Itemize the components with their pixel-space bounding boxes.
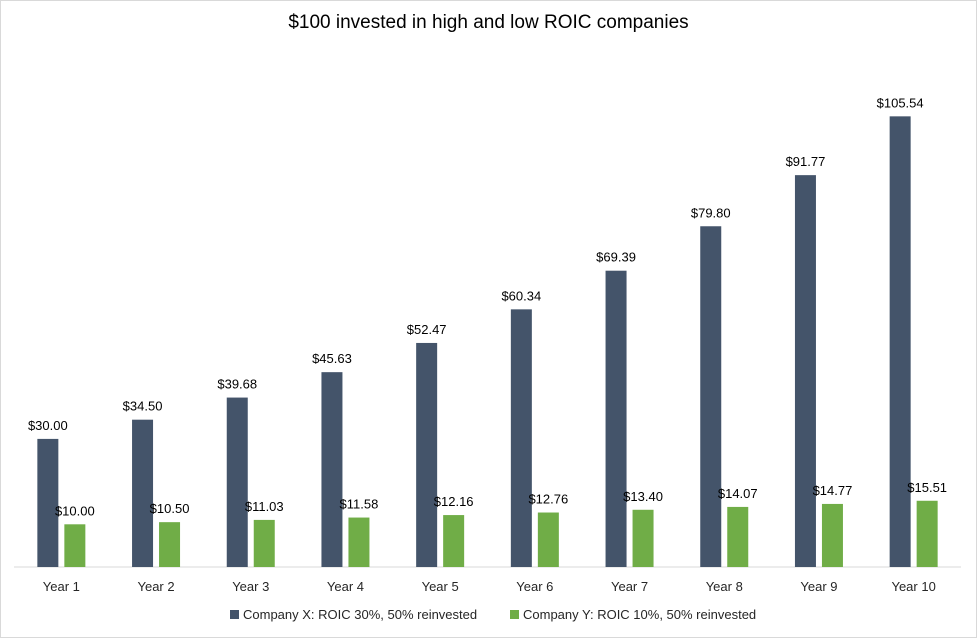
x-tick-label: Year 4 [327, 579, 364, 594]
bar-series-1 [321, 372, 343, 567]
data-label: $12.76 [528, 492, 568, 507]
bar-series-2 [727, 506, 749, 567]
data-label: $15.51 [907, 480, 947, 495]
data-label: $60.34 [501, 288, 541, 303]
x-tick-label: Year 5 [422, 579, 459, 594]
data-label: $11.03 [245, 499, 284, 514]
bar-series-1 [889, 116, 911, 567]
bar-series-1 [132, 419, 154, 567]
x-tick-label: Year 7 [611, 579, 648, 594]
bar-series-1 [226, 397, 248, 567]
x-tick-label: Year 1 [43, 579, 80, 594]
bar-series-2 [821, 503, 843, 567]
bar-series-1 [416, 342, 438, 567]
legend-label-company-x: Company X: ROIC 30%, 50% reinvested [243, 607, 478, 622]
bar-series-1 [37, 438, 59, 567]
bar-series-2 [64, 524, 86, 567]
bar-series-1 [700, 226, 722, 567]
data-label: $39.68 [217, 377, 257, 392]
legend-swatch-company-x [230, 610, 239, 619]
x-tick-label: Year 10 [891, 579, 935, 594]
data-label: $10.00 [55, 503, 95, 518]
data-label: $91.77 [786, 154, 826, 169]
data-label: $79.80 [691, 205, 731, 220]
bar-series-2 [443, 515, 465, 567]
x-tick-label: Year 9 [800, 579, 837, 594]
bar-series-2 [253, 519, 275, 567]
legend-item-company-x: Company X: ROIC 30%, 50% reinvested [230, 607, 477, 622]
data-label: $34.50 [123, 399, 163, 414]
bar-series-1 [794, 175, 816, 568]
bar-series-2 [916, 500, 938, 567]
data-label: $52.47 [407, 322, 447, 337]
legend-label-company-y: Company Y: ROIC 10%, 50% reinvested [523, 607, 757, 622]
bar-series-1 [605, 270, 627, 567]
x-tick-label: Year 3 [232, 579, 269, 594]
data-label: $30.00 [28, 418, 68, 433]
bar-series-2 [537, 512, 559, 567]
bar-series-2 [159, 522, 181, 567]
data-label: $69.39 [596, 250, 636, 265]
data-label: $13.40 [623, 489, 663, 504]
bar-series-2 [632, 509, 654, 567]
x-tick-label: Year 2 [137, 579, 174, 594]
data-label: $45.63 [312, 351, 352, 366]
data-label: $12.16 [434, 494, 474, 509]
bar-series-1 [510, 309, 532, 567]
x-tick-label: Year 6 [516, 579, 553, 594]
x-tick-label: Year 8 [706, 579, 743, 594]
bar-series-2 [348, 517, 370, 567]
data-label: $11.58 [340, 497, 379, 512]
chart-title: $100 invested in high and low ROIC compa… [288, 12, 689, 33]
legend-item-company-y: Company Y: ROIC 10%, 50% reinvested [510, 607, 756, 622]
legend-swatch-company-y [510, 610, 519, 619]
data-label: $10.50 [150, 501, 190, 516]
data-label: $105.54 [877, 95, 924, 110]
data-label: $14.77 [813, 483, 853, 498]
data-label: $14.07 [718, 486, 758, 501]
